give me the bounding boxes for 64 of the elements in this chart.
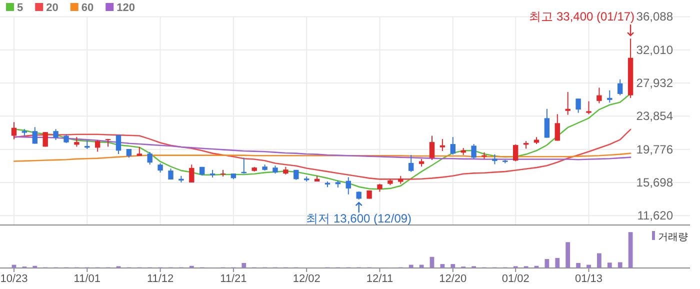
candlestick bbox=[471, 144, 476, 160]
candlestick bbox=[565, 91, 570, 116]
candlestick bbox=[158, 162, 163, 174]
legend-label: 5 bbox=[17, 2, 24, 14]
x-tick-label: 11/12 bbox=[146, 273, 174, 285]
x-tick-label: 01/13 bbox=[574, 273, 603, 285]
x-tick-label: 01/02 bbox=[502, 273, 530, 285]
candlestick bbox=[586, 100, 592, 115]
bar bbox=[440, 264, 445, 268]
y-tick-label: 27,932 bbox=[636, 76, 674, 90]
candlestick bbox=[42, 132, 48, 148]
candlestick bbox=[147, 151, 152, 166]
bar bbox=[430, 256, 434, 268]
candlestick bbox=[116, 134, 122, 154]
x-tick-label: 11/01 bbox=[74, 273, 101, 285]
y-tick-label: 23,854 bbox=[636, 109, 674, 124]
candlestick bbox=[450, 136, 456, 156]
bar bbox=[242, 262, 246, 268]
bar bbox=[597, 253, 602, 268]
candlestick bbox=[408, 154, 414, 172]
legend-label: 20 bbox=[46, 2, 58, 14]
y-tick-label: 32,010 bbox=[636, 42, 674, 57]
annotation: 최고 33,400 (01/17) bbox=[529, 10, 635, 24]
x-tick-label: 12/20 bbox=[439, 273, 467, 285]
x-tick-label: 10/23 bbox=[0, 273, 28, 285]
bar bbox=[555, 258, 560, 268]
bar bbox=[419, 264, 424, 268]
y-tick-label: 11,620 bbox=[637, 208, 674, 223]
legend-label: 거래량 bbox=[658, 232, 688, 243]
bar bbox=[576, 262, 580, 268]
x-tick-label: 11/21 bbox=[220, 273, 247, 285]
candlestick bbox=[53, 128, 58, 141]
candlestick bbox=[11, 122, 17, 140]
y-tick-label: 19,776 bbox=[636, 142, 674, 156]
y-tick-label: 36,088 bbox=[636, 10, 674, 24]
x-tick-label: 12/11 bbox=[366, 273, 394, 285]
bar bbox=[566, 242, 570, 268]
bar bbox=[408, 264, 414, 268]
candlestick bbox=[74, 136, 80, 148]
x-tick-label: 12/02 bbox=[292, 273, 320, 285]
candlestick bbox=[576, 98, 581, 114]
candlestick bbox=[554, 114, 560, 142]
bar bbox=[450, 264, 456, 268]
bar bbox=[607, 262, 612, 268]
candlestick bbox=[429, 135, 435, 160]
bar bbox=[586, 264, 591, 268]
bar bbox=[618, 262, 622, 268]
y-tick-label: 15,698 bbox=[636, 175, 674, 190]
legend-label: 120 bbox=[116, 2, 135, 14]
candlestick bbox=[544, 108, 550, 138]
candlestick bbox=[596, 87, 602, 104]
annotation: 최저 13,600 (12/09) bbox=[306, 212, 412, 226]
bar bbox=[544, 259, 550, 268]
bar bbox=[628, 232, 633, 268]
candlestick bbox=[32, 126, 38, 144]
candlestick bbox=[95, 140, 100, 152]
candlestick bbox=[440, 138, 446, 152]
legend-label: 60 bbox=[81, 2, 94, 14]
candlestick bbox=[618, 78, 623, 96]
candlestick bbox=[607, 90, 612, 104]
candlestick bbox=[346, 176, 351, 195]
candlestick bbox=[492, 154, 498, 165]
candlestick bbox=[513, 144, 518, 162]
candlestick bbox=[189, 164, 194, 183]
